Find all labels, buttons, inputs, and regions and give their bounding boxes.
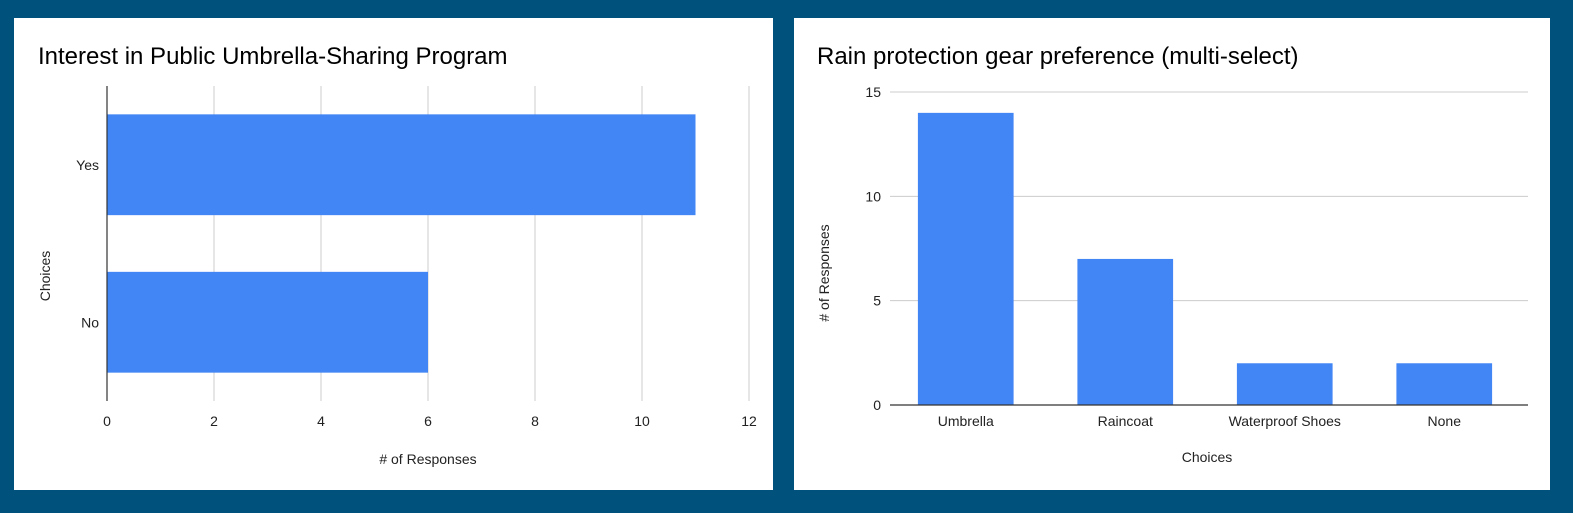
y-axis-label: # of Responses xyxy=(816,224,832,321)
chart-title: Interest in Public Umbrella-Sharing Prog… xyxy=(38,43,508,70)
chart-interest-svg: Interest in Public Umbrella-Sharing Prog… xyxy=(37,43,757,467)
x-axis-label: # of Responses xyxy=(379,451,476,467)
x-category-label: None xyxy=(1428,413,1462,429)
y-category-label: No xyxy=(81,314,99,330)
chart-gear-svg: Rain protection gear preference (multi-s… xyxy=(816,43,1528,465)
x-tick-label: 8 xyxy=(531,413,539,429)
y-tick-label: 15 xyxy=(865,84,881,100)
x-tick-label: 12 xyxy=(741,413,757,429)
x-category-label: Umbrella xyxy=(938,413,994,429)
x-tick-label: 4 xyxy=(317,413,325,429)
x-tick-label: 10 xyxy=(634,413,650,429)
chart-panel-interest: Interest in Public Umbrella-Sharing Prog… xyxy=(14,18,773,490)
bar-yes xyxy=(107,114,696,216)
y-tick-label: 5 xyxy=(873,293,881,309)
bar-raincoat xyxy=(1077,258,1174,405)
x-category-label: Waterproof Shoes xyxy=(1229,413,1341,429)
bar-none xyxy=(1396,363,1493,405)
x-axis-label: Choices xyxy=(1182,449,1233,465)
x-tick-label: 0 xyxy=(103,413,111,429)
chart-title: Rain protection gear preference (multi-s… xyxy=(817,43,1299,70)
x-tick-label: 6 xyxy=(424,413,432,429)
y-category-label: Yes xyxy=(76,157,99,173)
bar-umbrella xyxy=(917,112,1014,405)
y-axis-label: Choices xyxy=(37,251,53,302)
bar-no xyxy=(107,271,428,373)
chart-panel-gear: Rain protection gear preference (multi-s… xyxy=(794,18,1550,490)
bar-waterproof-shoes xyxy=(1236,363,1333,405)
y-tick-label: 0 xyxy=(873,397,881,413)
x-tick-label: 2 xyxy=(210,413,218,429)
y-tick-label: 10 xyxy=(865,188,881,204)
x-category-label: Raincoat xyxy=(1098,413,1153,429)
